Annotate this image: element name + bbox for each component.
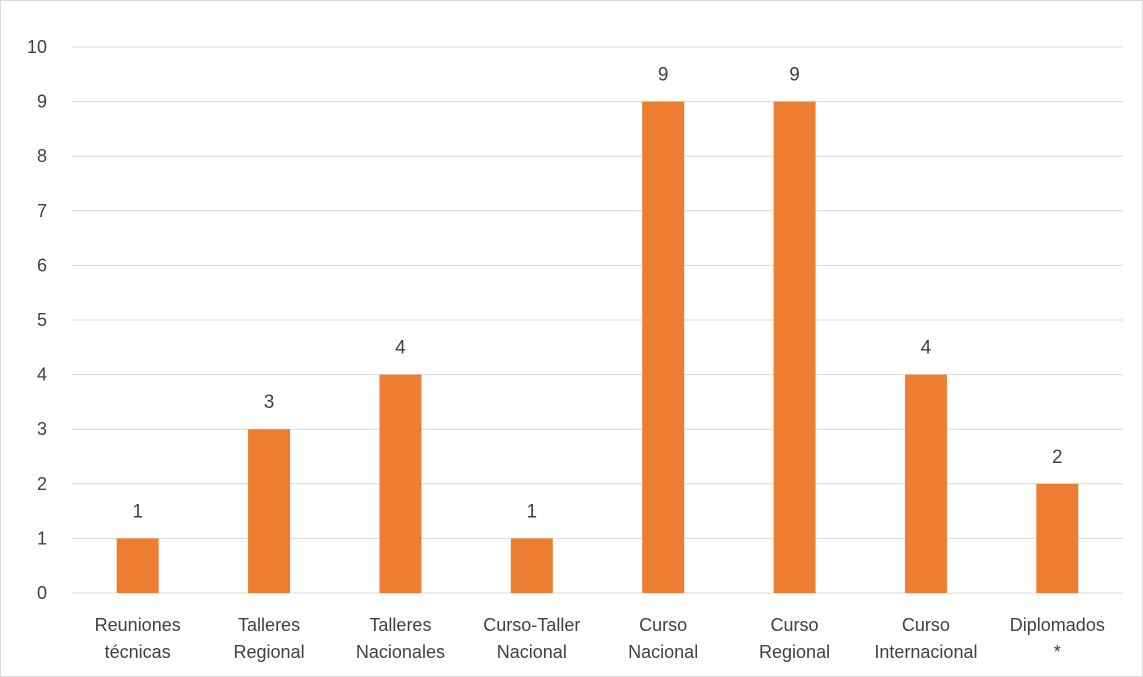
bar [510,538,553,593]
bar [773,101,816,593]
x-category-label: Curso-Taller [483,615,580,635]
y-tick-label: 1 [37,528,47,548]
y-tick-label: 4 [37,365,47,385]
data-labels: 1 3 4 1 9 9 4 2 [132,65,1062,523]
x-category-label: Curso [771,615,819,635]
x-category-label: Regional [234,642,305,662]
x-category-label: Curso [639,615,687,635]
data-label: 9 [658,65,669,86]
bar [642,101,685,593]
y-tick-label: 2 [37,474,47,494]
y-tick-label: 5 [37,310,47,330]
y-tick-label: 8 [37,146,47,166]
y-tick-label: 10 [27,37,47,57]
data-label: 4 [921,338,932,359]
data-label: 1 [527,501,538,522]
x-category-label: Internacional [874,642,977,662]
x-category-label: Nacional [497,642,567,662]
x-category-label: técnicas [105,642,171,662]
y-tick-label: 7 [37,201,47,221]
data-label: 4 [395,338,406,359]
gridlines [72,46,1123,594]
x-category-label: Regional [759,642,830,662]
bars [116,101,1079,593]
x-category-label: Curso [902,615,950,635]
x-axis-categories: Reuniones técnicas Talleres Regional Tallere… [95,615,1105,662]
x-category-label: Reuniones [95,615,181,635]
bar [904,374,947,593]
x-category-label: * [1054,642,1061,662]
y-axis-ticks: 0 1 2 3 4 5 6 7 8 9 10 [27,37,47,603]
data-label: 2 [1052,447,1063,468]
bar [1036,483,1079,593]
data-label: 3 [264,392,275,413]
x-category-label: Talleres [369,615,431,635]
y-tick-label: 3 [37,419,47,439]
x-category-label: Diplomados [1010,615,1105,635]
x-category-label: Nacional [628,642,698,662]
y-tick-label: 9 [37,92,47,112]
x-category-label: Nacionales [356,642,445,662]
bar [116,538,159,593]
bar [248,429,291,593]
y-tick-label: 0 [37,583,47,603]
bar [379,374,422,593]
y-tick-label: 6 [37,255,47,275]
data-label: 9 [789,65,800,86]
x-category-label: Talleres [238,615,300,635]
data-label: 1 [132,501,143,522]
